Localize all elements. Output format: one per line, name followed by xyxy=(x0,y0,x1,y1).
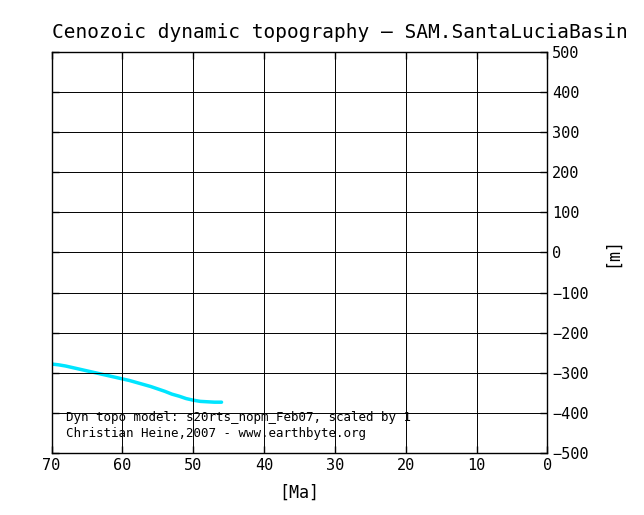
Y-axis label: [m]: [m] xyxy=(603,237,621,267)
X-axis label: [Ma]: [Ma] xyxy=(279,484,319,502)
Text: Cenozoic dynamic topography – SAM.SantaLuciaBasin: Cenozoic dynamic topography – SAM.SantaL… xyxy=(52,23,627,42)
Text: Dyn topo model: s20rts_nopm_Feb07, scaled by 1: Dyn topo model: s20rts_nopm_Feb07, scale… xyxy=(66,411,411,424)
Text: Christian Heine,2007 - www.earthbyte.org: Christian Heine,2007 - www.earthbyte.org xyxy=(66,427,366,440)
